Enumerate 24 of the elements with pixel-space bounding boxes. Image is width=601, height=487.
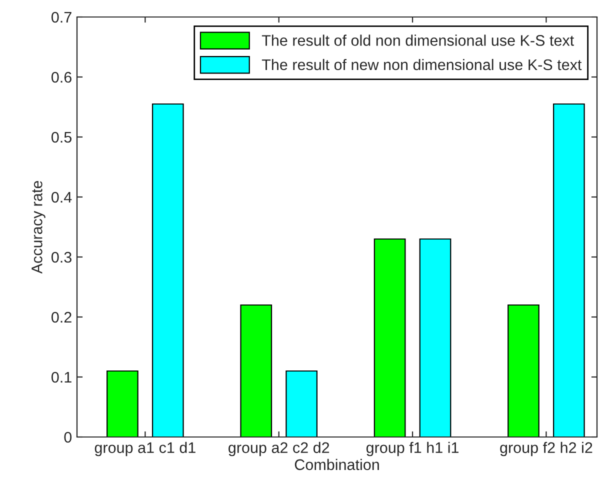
y-tick-label: 0.1: [52, 372, 72, 383]
x-tick-label: group a1 c1 d1: [94, 442, 196, 456]
x-tick-label: group a2 c2 d2: [228, 442, 330, 456]
y-axis-title: Accuracy rate: [32, 180, 46, 274]
x-tick-label: group f1 h1 i1: [366, 442, 459, 456]
bar: [152, 103, 184, 437]
bar: [553, 103, 585, 437]
bar: [374, 238, 406, 437]
bar: [419, 238, 452, 437]
y-tick-label: 0.6: [52, 72, 72, 83]
x-axis-title: Combination: [294, 458, 379, 470]
legend-label: The result of old non dimensional use K-S text: [262, 34, 574, 46]
y-tick-label: 0.3: [52, 252, 72, 263]
bar: [106, 370, 138, 437]
legend-label: The result of new non dimensional use K-S text: [262, 58, 582, 70]
bar: [508, 304, 540, 437]
y-tick-label: 0.7: [52, 12, 72, 23]
y-tick-label: 0.5: [52, 132, 72, 143]
y-tick-label: 0.4: [52, 192, 72, 203]
bar: [286, 370, 318, 437]
y-tick-label: 0.2: [52, 312, 72, 323]
y-tick-label: 0: [64, 432, 72, 443]
bar: [240, 304, 272, 437]
x-tick-label: group f2 h2 i2: [500, 442, 592, 456]
